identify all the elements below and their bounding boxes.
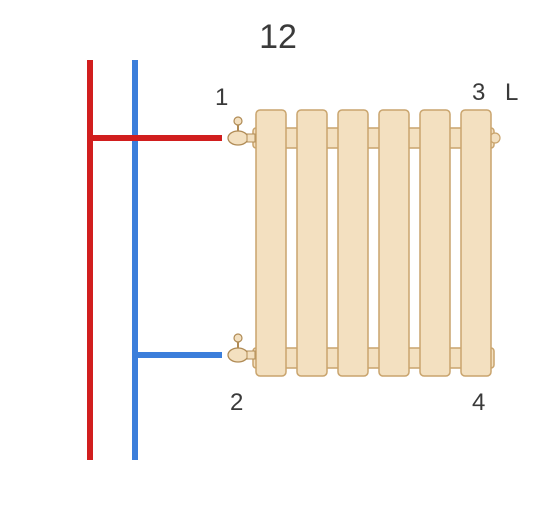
radiator-column — [256, 110, 286, 376]
radiator-column — [297, 110, 327, 376]
diagram-title: 12 — [259, 18, 297, 56]
label-3: 3 — [472, 79, 485, 106]
radiator-column — [420, 110, 450, 376]
label-1: 1 — [215, 84, 228, 111]
label-4: 4 — [472, 389, 485, 416]
radiator-column — [338, 110, 368, 376]
label-L: L — [505, 79, 518, 106]
radiator-top-header — [253, 128, 494, 148]
label-2: 2 — [230, 389, 243, 416]
radiator-column — [461, 110, 491, 376]
radiator-column — [379, 110, 409, 376]
radiator-bottom-header — [253, 348, 494, 368]
